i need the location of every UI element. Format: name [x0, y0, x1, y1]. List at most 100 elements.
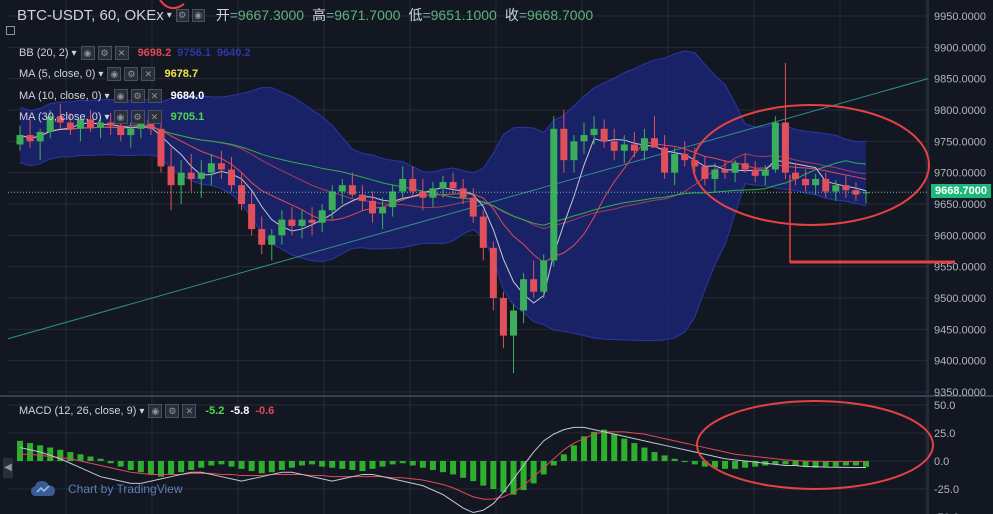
macd-tick-label: -25.0 — [934, 484, 959, 496]
macd-label[interactable]: MACD (12, 26, close, 9) — [19, 405, 137, 417]
chart-header: BTC-USDT, 60, OKEx ▾ ⚙ ◉ 开 =9667.3000 高 =9… — [17, 4, 593, 26]
candle-body — [540, 260, 548, 292]
gear-icon[interactable]: ⚙ — [124, 67, 139, 81]
price-tick-label: 9950.0000 — [934, 11, 986, 23]
candle-body — [520, 279, 528, 311]
chevron-left-icon[interactable]: ◀ — [3, 458, 13, 478]
candle-body — [751, 169, 759, 176]
candle-body — [580, 135, 588, 142]
macd-tick-label: 25.0 — [934, 428, 955, 440]
symbol-title[interactable]: BTC-USDT, 60, OKEx — [17, 6, 164, 24]
candle — [217, 150, 225, 179]
macd-histogram-bar — [389, 461, 396, 465]
ma10-value: 9684.0 — [170, 90, 205, 102]
candle — [560, 110, 568, 173]
eye-icon[interactable]: ◉ — [113, 110, 128, 124]
candle-body — [36, 131, 44, 142]
price-tick-label: 9400.0000 — [934, 356, 986, 368]
macd-histogram-bar — [97, 458, 104, 461]
chevron-down-icon[interactable]: ▾ — [98, 68, 104, 80]
macd-histogram-bar — [299, 461, 305, 466]
candle-body — [318, 210, 326, 223]
macd-histogram-bar — [17, 440, 23, 461]
macd-histogram-bar — [228, 461, 235, 467]
ma5-label[interactable]: MA (5, close, 0) — [19, 68, 96, 80]
chevron-down-icon[interactable]: ▾ — [71, 47, 77, 59]
chevron-down-icon[interactable]: ▾ — [104, 90, 110, 102]
macd-histogram-bar — [752, 461, 759, 467]
branding-text: Chart by TradingView — [68, 482, 183, 496]
candle — [298, 210, 306, 239]
price-tick-label: 9850.0000 — [934, 74, 986, 86]
eye-icon[interactable]: ◉ — [107, 67, 122, 81]
candle — [781, 63, 789, 179]
candle — [228, 157, 235, 192]
candle — [187, 153, 195, 192]
macd-histogram-bar — [127, 461, 134, 470]
candle — [16, 125, 24, 151]
settings-icon[interactable]: ⚙ — [175, 8, 189, 22]
gear-icon[interactable]: ⚙ — [165, 404, 180, 418]
chevron-down-icon[interactable]: ▾ — [104, 111, 110, 123]
close-icon[interactable]: ✕ — [114, 46, 129, 60]
bb-label[interactable]: BB (20, 2) — [19, 47, 69, 59]
eye-icon[interactable]: ◉ — [191, 8, 205, 22]
candle-body — [228, 169, 235, 186]
candle-body — [711, 169, 719, 179]
macd-histogram-bar — [198, 461, 205, 468]
macd-histogram-bar — [601, 429, 608, 461]
candle-body — [26, 135, 34, 142]
candle-body — [207, 163, 215, 173]
candle-body — [147, 119, 155, 129]
eye-icon[interactable]: ◉ — [80, 46, 95, 60]
macd-histogram-bar — [429, 461, 436, 470]
close-icon[interactable]: ✕ — [182, 404, 197, 418]
collapse-icon[interactable] — [6, 26, 15, 35]
macd-histogram-bar — [852, 461, 859, 466]
candle-body — [66, 122, 74, 129]
candle-body — [429, 188, 437, 198]
macd-histogram-bar — [631, 443, 638, 461]
candle-body — [117, 125, 125, 136]
candle-body — [479, 216, 487, 248]
candle — [238, 172, 246, 211]
candle-body — [439, 182, 447, 189]
candle-body — [510, 310, 517, 336]
macd-histogram-bar — [419, 461, 426, 468]
ma30-label[interactable]: MA (30, close, 0) — [19, 111, 102, 123]
candle — [258, 216, 266, 255]
candle-body — [489, 247, 497, 298]
candle-body — [651, 138, 658, 148]
gear-icon[interactable]: ⚙ — [130, 110, 145, 124]
macd-histogram-bar — [520, 461, 527, 491]
candle-body — [640, 138, 648, 151]
macd-histogram-bar — [732, 461, 739, 469]
ma10-legend: MA (10, close, 0) ▾ ◉ ⚙ ✕ 9684.0 — [19, 88, 204, 104]
gear-icon[interactable]: ⚙ — [97, 46, 112, 60]
macd-histogram-bar — [288, 461, 295, 468]
candle — [600, 119, 608, 148]
close-icon[interactable]: ✕ — [147, 89, 162, 103]
candle-body — [671, 153, 679, 173]
candle-body — [610, 141, 618, 151]
bb-legend: BB (20, 2) ▾ ◉ ⚙ ✕ 9698.2 9756.1 9640.2 — [19, 45, 251, 61]
macd-histogram-bar — [137, 461, 144, 473]
close-icon[interactable]: ✕ — [141, 67, 156, 81]
gear-icon[interactable]: ⚙ — [130, 89, 145, 103]
candle — [36, 128, 44, 161]
candle-body — [681, 153, 689, 161]
ma10-label[interactable]: MA (10, close, 0) — [19, 90, 102, 102]
candle-body — [288, 219, 296, 226]
eye-icon[interactable]: ◉ — [113, 89, 128, 103]
candle — [771, 116, 779, 173]
eye-icon[interactable]: ◉ — [148, 404, 163, 418]
tradingview-branding[interactable]: Chart by TradingView — [30, 480, 183, 498]
close-icon[interactable]: ✕ — [147, 110, 162, 124]
chevron-down-icon[interactable]: ▾ — [166, 9, 172, 21]
candle — [610, 128, 618, 161]
price-tick-label: 9700.0000 — [934, 168, 986, 180]
candle — [177, 160, 185, 204]
candle-body — [499, 298, 507, 336]
chevron-down-icon[interactable]: ▾ — [139, 405, 145, 417]
